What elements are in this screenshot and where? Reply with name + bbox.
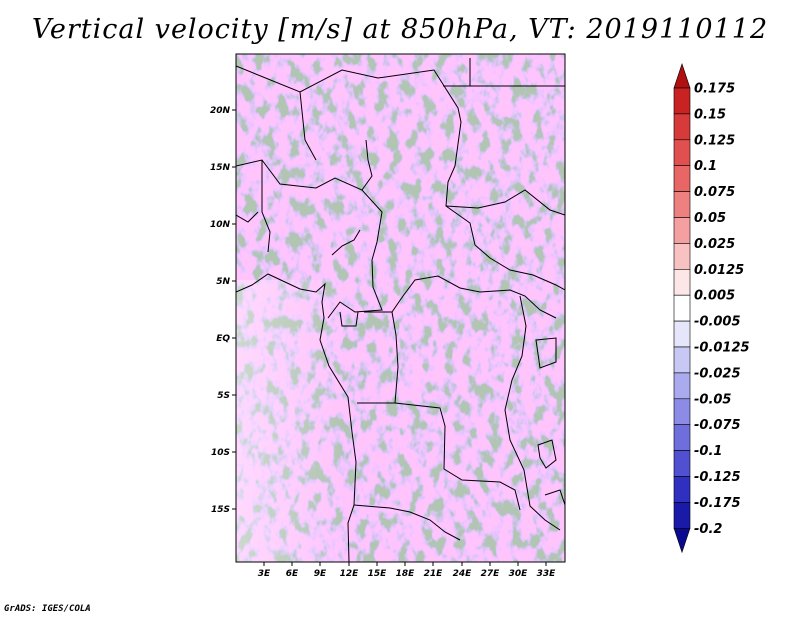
colorbar-level-label: 0.125 bbox=[694, 133, 735, 148]
colorbar-swatch bbox=[673, 294, 691, 322]
colorbar-level-label: 0.05 bbox=[694, 211, 726, 226]
chart-title: Vertical velocity [m/s] at 850hPa, VT: 2… bbox=[31, 14, 769, 45]
colorbar-upper-arrow bbox=[673, 63, 691, 89]
colorbar-swatch bbox=[673, 502, 691, 529]
colorbar-swatch bbox=[673, 243, 691, 270]
colorbar-swatch bbox=[673, 346, 691, 374]
colorbar-level-label: -0.175 bbox=[694, 496, 741, 511]
colorbar-swatch bbox=[673, 320, 691, 348]
colorbar-level-label: 0.0125 bbox=[694, 263, 744, 278]
map-panel bbox=[235, 53, 566, 563]
lon-label: 21E bbox=[424, 569, 444, 579]
lat-axis: 20N 15N 10N 5N EQ 5S 10S 15S bbox=[210, 106, 236, 515]
lon-label: 9E bbox=[314, 569, 327, 579]
colorbar-swatch bbox=[673, 476, 691, 503]
colorbar-swatch bbox=[673, 398, 691, 425]
colorbar-swatch bbox=[673, 268, 691, 296]
colorbar-swatch bbox=[673, 87, 691, 115]
lon-label: 24E bbox=[453, 569, 473, 579]
lon-label: 6E bbox=[286, 569, 299, 579]
colorbar-level-label: -0.025 bbox=[694, 366, 741, 381]
colorbar-level-label: -0.1 bbox=[694, 444, 722, 459]
colorbar-swatch bbox=[673, 191, 691, 218]
colorbar-level-label: -0.005 bbox=[694, 315, 741, 330]
lon-label: 12E bbox=[340, 569, 360, 579]
lat-label: EQ bbox=[216, 334, 230, 344]
lat-label: 20N bbox=[210, 106, 231, 116]
grads-credit: GrADS: IGES/COLA bbox=[4, 604, 91, 614]
colorbar-level-label: 0.005 bbox=[694, 289, 735, 304]
lon-label: 18E bbox=[396, 569, 416, 579]
colorbar-level-label: 0.1 bbox=[694, 159, 717, 174]
lon-label: 15E bbox=[368, 569, 388, 579]
colorbar-level-label: -0.0125 bbox=[694, 341, 750, 356]
country-borders bbox=[236, 58, 565, 562]
colorbar-swatch bbox=[673, 139, 691, 167]
lat-label: 5N bbox=[216, 277, 230, 287]
colorbar-swatch bbox=[673, 113, 691, 141]
colorbar-level-label: 0.15 bbox=[694, 107, 726, 122]
colorbar: 0.175 0.15 0.125 0.1 0.075 0.05 0.025 0.0125 0.0… bbox=[673, 63, 750, 554]
colorbar-level-label: -0.125 bbox=[694, 470, 741, 485]
colorbar-level-label: 0.175 bbox=[694, 82, 735, 97]
colorbar-swatch bbox=[673, 372, 691, 400]
colorbar-swatch bbox=[673, 217, 691, 244]
lon-axis: 3E 6E 9E 12E 15E 18E 21E 24E 27E 30E 33E bbox=[258, 562, 556, 579]
lat-label: 10N bbox=[210, 220, 231, 230]
lon-label: 33E bbox=[537, 569, 557, 579]
lat-label: 5S bbox=[217, 391, 230, 401]
colorbar-lower-arrow bbox=[673, 527, 691, 554]
colorbar-level-label: -0.05 bbox=[694, 392, 731, 407]
colorbar-level-label: 0.075 bbox=[694, 185, 735, 200]
colorbar-level-label: -0.2 bbox=[694, 522, 722, 537]
colorbar-swatch bbox=[673, 450, 691, 477]
lon-label: 30E bbox=[509, 569, 529, 579]
lat-label: 10S bbox=[211, 448, 230, 458]
lon-label: 3E bbox=[258, 569, 271, 579]
lon-label: 27E bbox=[481, 569, 501, 579]
colorbar-swatch bbox=[673, 424, 691, 451]
colorbar-level-label: -0.075 bbox=[694, 418, 741, 433]
lat-label: 15S bbox=[211, 505, 230, 515]
colorbar-swatch bbox=[673, 165, 691, 192]
lat-label: 15N bbox=[210, 163, 231, 173]
colorbar-level-label: 0.025 bbox=[694, 237, 735, 252]
